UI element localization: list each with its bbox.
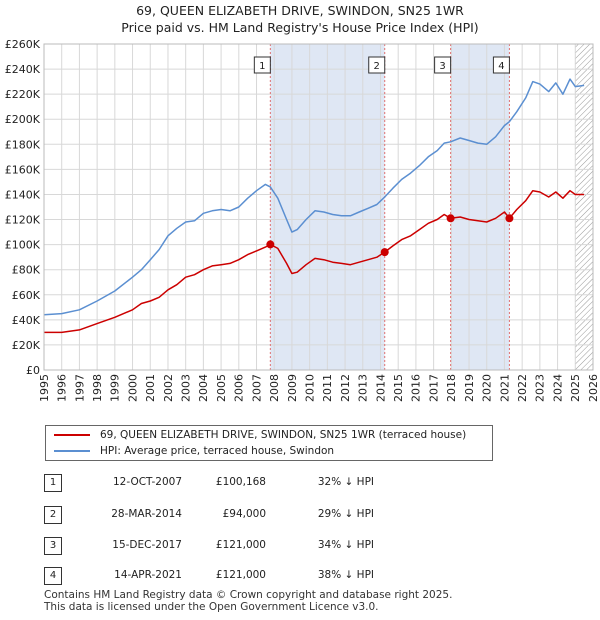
sale-marker-box	[368, 56, 386, 74]
x-tick-label: 2019	[463, 374, 476, 402]
x-tick-label: 2010	[303, 374, 316, 402]
transaction-number: 4	[44, 567, 62, 585]
x-tick-label: 1999	[109, 374, 122, 402]
y-tick-label: £0	[26, 364, 40, 377]
footer: Contains HM Land Registry data © Crown c…	[44, 589, 452, 613]
x-tick-label: 2008	[268, 374, 281, 402]
x-tick-label: 2015	[392, 374, 405, 402]
x-tick-label: 2023	[534, 374, 547, 402]
x-tick-label: 2000	[126, 374, 139, 402]
x-tick-label: 2004	[197, 374, 210, 402]
y-tick-label: £160K	[5, 163, 41, 176]
transaction-date: 14-APR-2021	[114, 569, 182, 581]
sale-point	[505, 214, 514, 223]
transaction-price: £121,000	[215, 539, 266, 551]
x-tick-label: 2021	[498, 374, 511, 402]
transaction-date: 15-DEC-2017	[112, 539, 182, 551]
x-tick-label: 2007	[250, 374, 263, 402]
x-tick-label: 2024	[551, 374, 564, 402]
hatched-region	[575, 44, 593, 370]
x-tick-label: 2005	[215, 374, 228, 402]
sale-point	[266, 240, 275, 249]
plot-border	[43, 43, 594, 371]
transaction-hpi-diff: 38% ↓ HPI	[317, 569, 374, 581]
transaction-number: 3	[44, 537, 62, 555]
y-tick-label: £20K	[12, 339, 41, 352]
sale-point	[446, 214, 455, 223]
x-tick-label: 2012	[339, 374, 352, 402]
transaction-number: 1	[44, 474, 62, 492]
table-row: 2 28-MAR-2014 £94,000 29% ↓ HPI	[44, 506, 424, 524]
x-tick-label: 2001	[144, 374, 157, 402]
x-tick-label: 1997	[73, 374, 86, 402]
transaction-hpi-diff: 32% ↓ HPI	[317, 476, 374, 488]
sale-marker-label: 4	[498, 61, 504, 72]
hpi-line	[43, 78, 585, 316]
transaction-date: 12-OCT-2007	[113, 476, 182, 488]
x-tick-label: 2013	[357, 374, 370, 402]
y-tick-label: £180K	[5, 138, 41, 151]
table-row: 3 15-DEC-2017 £121,000 34% ↓ HPI	[44, 537, 424, 555]
x-tick-label: 2002	[162, 374, 175, 402]
y-tick-label: £140K	[5, 188, 41, 201]
x-tick-label: 2011	[321, 374, 334, 402]
y-tick-label: £120K	[5, 214, 41, 227]
x-tick-label: 2016	[410, 374, 423, 402]
sale-marker-box	[253, 56, 271, 74]
x-tick-label: 1998	[91, 374, 104, 402]
chart-subtitle: Price paid vs. HM Land Registry's House …	[121, 20, 479, 35]
legend-label-property: 69, QUEEN ELIZABETH DRIVE, SWINDON, SN25…	[100, 429, 467, 441]
transaction-number: 2	[44, 506, 62, 524]
sale-marker-box	[492, 56, 510, 74]
x-tick-label: 2020	[481, 374, 494, 402]
footer-license: This data is licensed under the Open Gov…	[44, 601, 379, 613]
sale-marker-label: 3	[439, 61, 445, 72]
legend: 69, QUEEN ELIZABETH DRIVE, SWINDON, SN25…	[45, 425, 493, 461]
transaction-price: £100,168	[215, 476, 266, 488]
chart-title: 69, QUEEN ELIZABETH DRIVE, SWINDON, SN25…	[136, 3, 464, 18]
sale-marker-box	[434, 56, 452, 74]
table-row: 1 12-OCT-2007 £100,168 32% ↓ HPI	[44, 474, 424, 492]
y-tick-label: £40K	[12, 314, 41, 327]
sale-marker-label: 2	[374, 61, 380, 72]
y-tick-label: £220K	[5, 88, 41, 101]
x-tick-label: 2017	[427, 374, 440, 402]
x-tick-label: 2025	[569, 374, 582, 402]
transaction-price: £94,000	[222, 508, 266, 520]
legend-swatch-hpi	[54, 450, 90, 452]
y-tick-label: £60K	[12, 289, 41, 302]
price-chart: £0 £20K £40K £60K £80K £100K £120K £140K £160K £1…	[5, 38, 600, 402]
transaction-date: 28-MAR-2014	[111, 508, 182, 520]
y-tick-label: £240K	[5, 63, 41, 76]
footer-copyright: Contains HM Land Registry data © Crown c…	[44, 589, 453, 601]
y-tick-label: £260K	[5, 38, 41, 51]
x-tick-label: 2003	[180, 374, 193, 402]
legend-label-hpi: HPI: Average price, terraced house, Swin…	[100, 445, 335, 457]
transaction-price: £121,000	[215, 569, 266, 581]
x-tick-label: 2014	[374, 374, 387, 402]
x-tick-label: 1995	[38, 374, 51, 402]
x-tick-label: 1996	[56, 374, 69, 402]
sale-marker-label: 1	[259, 61, 265, 72]
y-tick-label: £80K	[12, 264, 41, 277]
x-tick-label: 2018	[445, 374, 458, 402]
x-tick-label: 2026	[587, 374, 600, 402]
transaction-hpi-diff: 34% ↓ HPI	[317, 539, 374, 551]
y-tick-label: £200K	[5, 113, 41, 126]
legend-swatch-property	[54, 434, 90, 436]
x-tick-label: 2022	[516, 374, 529, 402]
sale-point	[380, 248, 389, 257]
table-row: 4 14-APR-2021 £121,000 38% ↓ HPI	[44, 567, 424, 585]
shaded-region	[450, 44, 510, 370]
x-tick-label: 2006	[233, 374, 246, 402]
x-tick-label: 2009	[286, 374, 299, 402]
legend-item-hpi: HPI: Average price, terraced house, Swin…	[54, 445, 334, 457]
legend-item-property: 69, QUEEN ELIZABETH DRIVE, SWINDON, SN25…	[54, 429, 466, 441]
y-tick-label: £100K	[5, 239, 41, 252]
transaction-hpi-diff: 29% ↓ HPI	[317, 508, 374, 520]
